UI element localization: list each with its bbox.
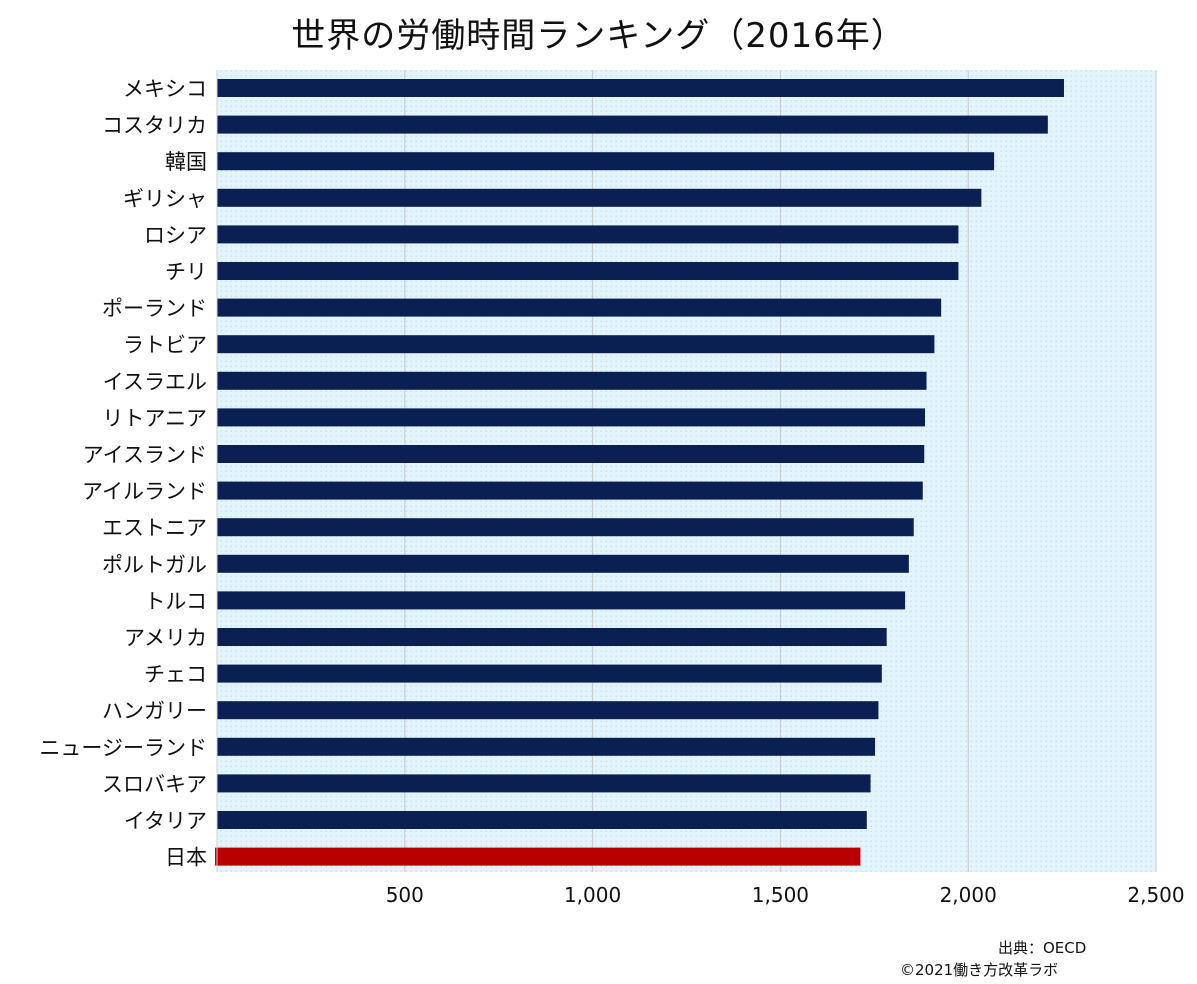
- bar: [217, 701, 879, 720]
- bar: [217, 774, 871, 793]
- category-label: ロシア: [144, 223, 207, 247]
- bar: [217, 554, 909, 573]
- x-tick-label: 1,000: [564, 883, 621, 907]
- x-tick-label: 500: [386, 883, 424, 907]
- bar: [217, 481, 923, 500]
- category-label: イスラエル: [103, 370, 207, 394]
- x-axis-ticks: 500 1,000 1,500 2,000 2,500: [386, 883, 1185, 907]
- bar: [217, 518, 914, 537]
- bar: [217, 811, 867, 829]
- bar: [217, 262, 959, 280]
- category-labels: メキシココスタリカ韓国ギリシャロシアチリポーランドラトビアイスラエルリトアニアア…: [39, 77, 207, 870]
- bar: [217, 152, 995, 171]
- category-label: ハンガリー: [102, 699, 207, 723]
- category-label: エストニア: [102, 516, 207, 540]
- category-label: ニュージーランド: [39, 736, 207, 760]
- category-label: ギリシャ: [123, 187, 207, 211]
- bar: [217, 371, 927, 390]
- x-tick-label: 2,500: [1127, 883, 1184, 907]
- category-label: コスタリカ: [102, 114, 207, 138]
- bar: [217, 298, 942, 317]
- category-label: リトアニア: [102, 406, 207, 430]
- bar: [217, 664, 882, 683]
- bar: [217, 335, 935, 354]
- copyright-text: ©2021働き方改革ラボ: [900, 961, 1059, 979]
- source-text: 出典：OECD: [998, 939, 1087, 957]
- category-label: スロバキア: [102, 772, 207, 796]
- category-label: ポーランド: [102, 297, 207, 321]
- category-label: チリ: [165, 260, 207, 284]
- category-label: 韓国: [165, 150, 207, 174]
- chart-title: 世界の労働時間ランキング（2016年）: [291, 16, 906, 56]
- bar: [217, 225, 959, 244]
- category-label: 日本: [165, 846, 207, 870]
- category-label: アメリカ: [124, 626, 207, 650]
- bar: [217, 188, 982, 207]
- category-label: アイスランド: [83, 443, 207, 467]
- bar: [217, 445, 925, 463]
- category-label: アイルランド: [82, 480, 207, 504]
- bar: [217, 628, 887, 646]
- category-label: イタリア: [124, 809, 207, 833]
- category-label: メキシコ: [123, 77, 207, 101]
- bar: [215, 847, 861, 866]
- bar: [217, 115, 1048, 134]
- bars: [215, 79, 1064, 866]
- x-tick-label: 2,000: [940, 883, 997, 907]
- category-label: チェコ: [144, 663, 207, 687]
- bar: [217, 408, 926, 427]
- category-label: ラトビア: [123, 333, 207, 357]
- x-tick-label: 1,500: [752, 883, 809, 907]
- bar: [217, 591, 906, 610]
- category-label: ポルトガル: [102, 553, 207, 577]
- bar: [217, 737, 876, 756]
- bar: [217, 79, 1064, 97]
- source-block: 出典：OECD ©2021働き方改革ラボ: [900, 937, 1197, 981]
- category-label: トルコ: [144, 589, 207, 613]
